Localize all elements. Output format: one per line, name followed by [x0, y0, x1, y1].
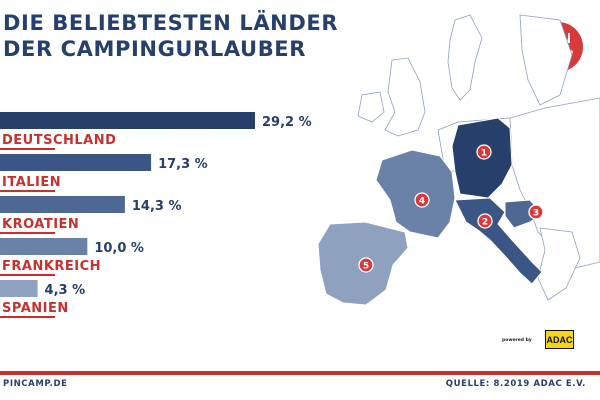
- category-label-kroatien: KROATIEN: [2, 217, 79, 232]
- map-marker-1-label: 1: [481, 149, 487, 159]
- map-outline-scandinavia: [447, 14, 483, 101]
- category-underline-deutschland: [0, 148, 55, 150]
- footer-website: PINCAMP.DE: [3, 379, 68, 389]
- map-marker-5: 5: [358, 257, 374, 273]
- category-label-spanien: SPANIEN: [2, 301, 69, 316]
- value-label-frankreich: 10,0 %: [94, 241, 144, 256]
- map-outline-ireland: [357, 91, 385, 123]
- footer-source: QUELLE: 8.2019 ADAC E.V.: [445, 379, 586, 389]
- europe-map: 1 2 3 4 5: [317, 14, 600, 306]
- map-marker-3-label: 3: [533, 209, 539, 219]
- powered-by-label: powered by: [502, 338, 532, 343]
- map-country-italy: [454, 197, 543, 285]
- category-underline-spanien: [0, 316, 55, 318]
- title-line-2: DER CAMPINGURLAUBER: [3, 37, 307, 61]
- map-marker-2: 2: [477, 213, 493, 229]
- category-underline-kroatien: [0, 232, 55, 234]
- bar-frankreich: [0, 238, 88, 255]
- map-marker-3: 3: [528, 204, 544, 220]
- map-outline-uk: [384, 57, 426, 137]
- chart-title: DIE BELIEBTESTEN LÄNDER DER CAMPINGURLAU…: [3, 10, 338, 62]
- map-marker-5-label: 5: [363, 262, 369, 272]
- bar-kroatien: [0, 196, 125, 213]
- category-label-deutschland: DEUTSCHLAND: [2, 133, 116, 148]
- category-label-italien: ITALIEN: [2, 175, 61, 190]
- map-marker-1: 1: [476, 144, 492, 160]
- title-line-1: DIE BELIEBTESTEN LÄNDER: [3, 11, 339, 35]
- value-label-spanien: 4,3 %: [45, 283, 86, 298]
- map-marker-4: 4: [414, 192, 430, 208]
- map-outline-balkans: [537, 227, 581, 301]
- footer-divider: [0, 371, 600, 375]
- category-underline-frankreich: [0, 274, 55, 276]
- bar-series: 29,2 % DEUTSCHLAND 17,3 % ITALIEN 14,3 % KROA…: [0, 112, 312, 318]
- value-label-deutschland: 29,2 %: [262, 115, 312, 130]
- map-outline-finland: [519, 14, 573, 106]
- map-marker-4-label: 4: [419, 197, 425, 207]
- value-label-kroatien: 14,3 %: [132, 199, 182, 214]
- category-label-frankreich: FRANKREICH: [2, 259, 101, 274]
- map-country-france: [375, 149, 456, 239]
- category-underline-italien: [0, 190, 55, 192]
- bar-italien: [0, 154, 152, 171]
- bar-deutschland: [0, 112, 256, 129]
- bar-spanien: [0, 280, 38, 297]
- value-label-italien: 17,3 %: [158, 157, 208, 172]
- adac-logo: ADAC: [545, 330, 574, 349]
- map-marker-2-label: 2: [482, 218, 488, 228]
